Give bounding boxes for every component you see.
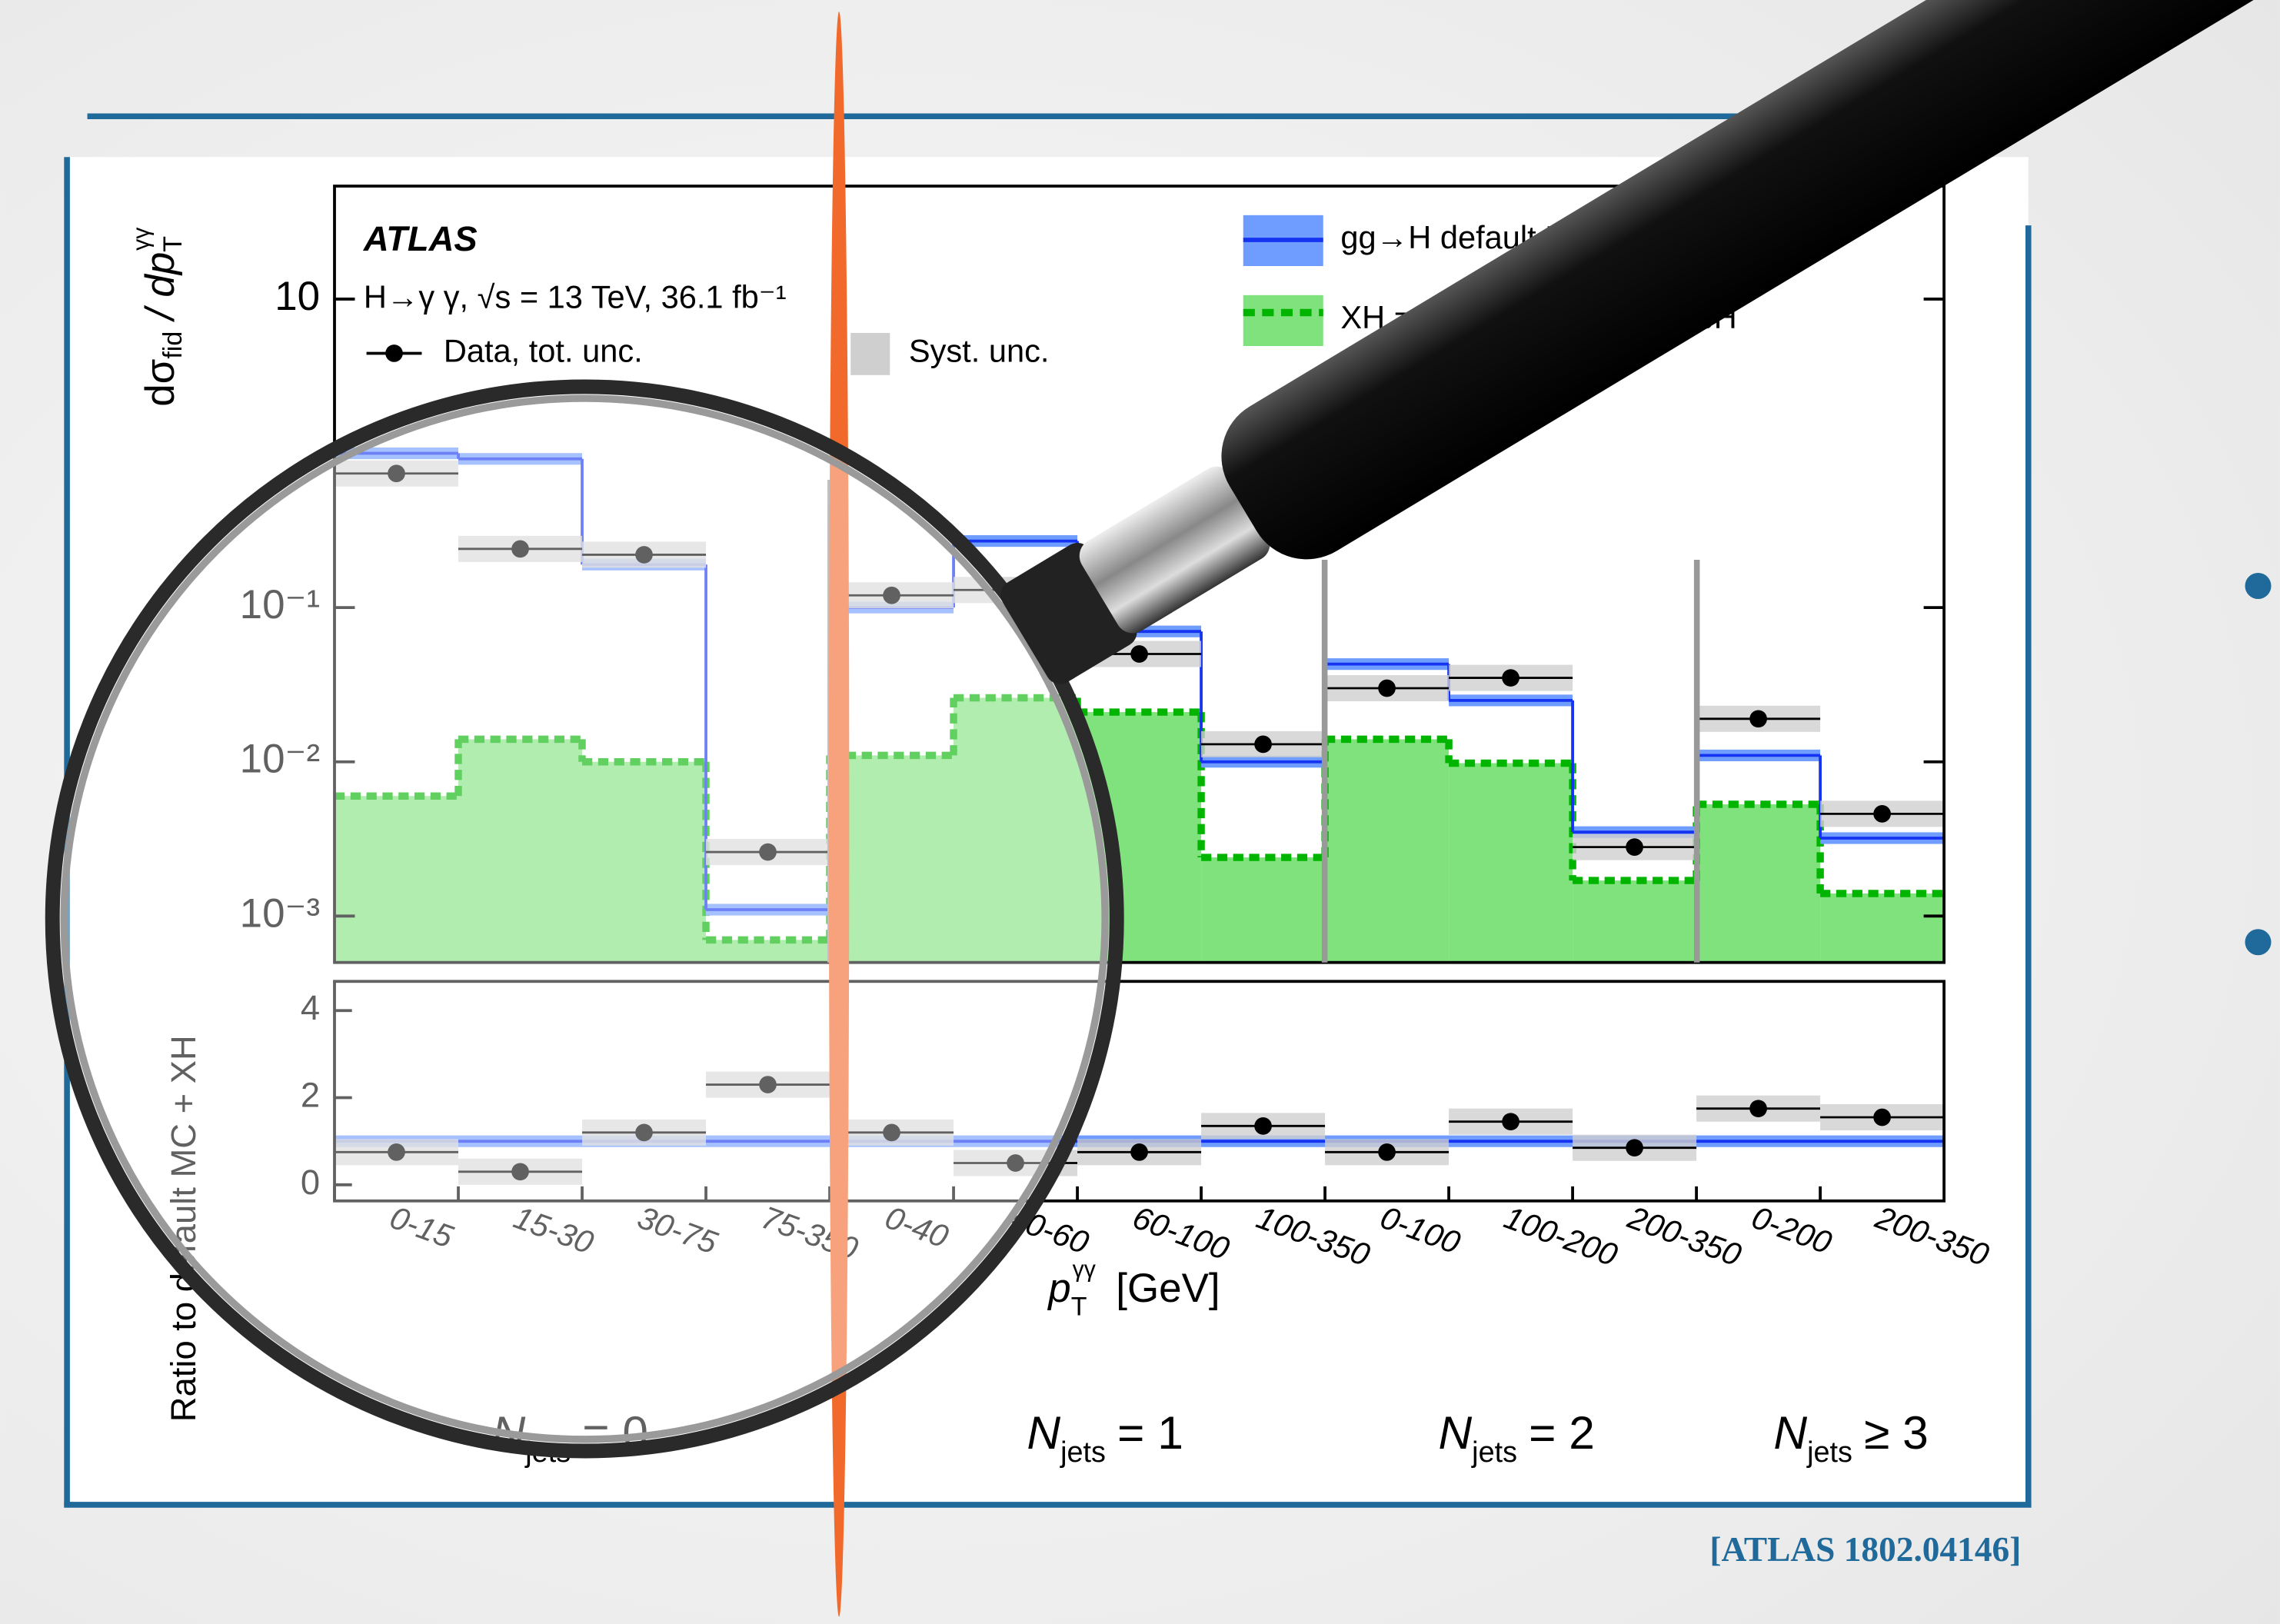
group-label-part: N	[1438, 1406, 1472, 1459]
group-label-part: jets	[1060, 1436, 1106, 1469]
ratio-point	[388, 1143, 405, 1161]
group-label-part: jets	[1806, 1436, 1852, 1469]
legend-swatch	[850, 332, 890, 375]
subtitle: H→γ γ, √s = 13 TeV, 36.1 fb⁻¹	[364, 278, 787, 314]
group-label-part: = 2	[1529, 1406, 1595, 1459]
upper-plot	[335, 447, 1945, 963]
legend-marker	[385, 344, 403, 362]
y-label-part: γγ	[128, 227, 154, 251]
data-point	[635, 546, 653, 564]
group-label-part: jets	[1471, 1436, 1517, 1469]
data-point	[883, 586, 900, 604]
y-label-part: T	[158, 236, 188, 252]
ratio-point	[511, 1163, 529, 1181]
xh-area	[335, 796, 459, 963]
xh-area	[830, 755, 954, 963]
group-label-part: N	[1773, 1406, 1807, 1459]
xh-area	[1820, 893, 1945, 963]
divider-stroke	[828, 12, 850, 1617]
y-tick-label: 10⁻¹	[240, 582, 320, 627]
ratio-point	[1130, 1143, 1148, 1161]
ratio-point	[1626, 1139, 1643, 1157]
xh-area	[954, 697, 1078, 963]
legend-label: Data, tot. unc.	[444, 332, 643, 368]
x-label-part: p	[1047, 1266, 1070, 1311]
data-point	[388, 464, 405, 483]
y-label-part: fid	[158, 331, 188, 359]
data-point	[1378, 679, 1396, 697]
y-tick-label: 10	[275, 274, 320, 319]
ratio-frame	[333, 980, 1945, 1203]
legend-label: Syst. unc.	[909, 332, 1050, 368]
lens-glass	[52, 386, 1117, 1451]
ratio-point	[1873, 1108, 1891, 1126]
data-point	[759, 843, 777, 861]
data-point	[1626, 838, 1643, 856]
y-label-part: / dp	[138, 252, 183, 331]
data-point	[1502, 669, 1519, 687]
handle-collar	[1079, 466, 1270, 634]
ratio-y-tick-label: 0	[301, 1163, 320, 1202]
ratio-point	[883, 1123, 900, 1142]
magnifier-handle	[1000, 0, 2280, 684]
y-axis-label: dσfid / dpTγγ	[128, 227, 188, 407]
y-tick-label: 10⁻²	[240, 737, 320, 782]
x-label-part: T	[1071, 1293, 1087, 1322]
data-point	[1254, 735, 1272, 754]
group-label: Njets = 2	[1438, 1406, 1594, 1469]
group-label-part: N	[1027, 1406, 1060, 1459]
ratio-y-tick-label: 2	[301, 1076, 320, 1115]
data-point	[1749, 710, 1767, 728]
experiment-label: ATLAS	[363, 219, 478, 258]
lens-rim	[45, 379, 1124, 1459]
y-label-part: dσ	[138, 359, 183, 407]
ratio-point	[759, 1076, 777, 1093]
citation: [ATLAS 1802.04146]	[1709, 1530, 2021, 1569]
lens-rim-inner	[60, 394, 1109, 1443]
xh-area	[1201, 857, 1326, 963]
ratio-point	[1749, 1100, 1767, 1118]
y-tick-label: 10⁻³	[240, 890, 320, 936]
xh-area	[1325, 739, 1450, 963]
data-point	[1130, 645, 1148, 663]
bullet	[2245, 572, 2272, 600]
xh-area	[706, 940, 830, 963]
ratio-point	[1254, 1117, 1272, 1135]
xh-area	[1449, 763, 1573, 963]
xh-area	[1696, 804, 1821, 963]
xh-area	[582, 761, 707, 963]
data-point	[511, 540, 529, 558]
data-point	[1873, 805, 1891, 823]
plot-frame	[333, 185, 1945, 964]
ratio-point	[1007, 1154, 1024, 1172]
xh-area	[458, 739, 583, 963]
group-label-part: ≥ 3	[1864, 1406, 1929, 1459]
group-label: Njets ≥ 3	[1773, 1406, 1928, 1469]
ratio-point	[1378, 1143, 1396, 1161]
ratio-point	[635, 1123, 653, 1142]
xh-area	[1573, 880, 1697, 963]
group-label-part: = 1	[1117, 1406, 1183, 1459]
legend-swatch	[1243, 295, 1323, 347]
ratio-y-tick-label: 4	[301, 988, 320, 1027]
x-label-part: [GeV]	[1116, 1266, 1220, 1311]
ratio-point	[1502, 1113, 1519, 1131]
x-label-part: γγ	[1073, 1257, 1097, 1283]
bullet	[2245, 929, 2272, 956]
x-axis-label: pTγγ [GeV]	[1047, 1257, 1220, 1322]
ratio-plot	[335, 1071, 1945, 1185]
handle-grip	[1221, 0, 2280, 560]
group-label: Njets = 1	[1027, 1406, 1183, 1469]
